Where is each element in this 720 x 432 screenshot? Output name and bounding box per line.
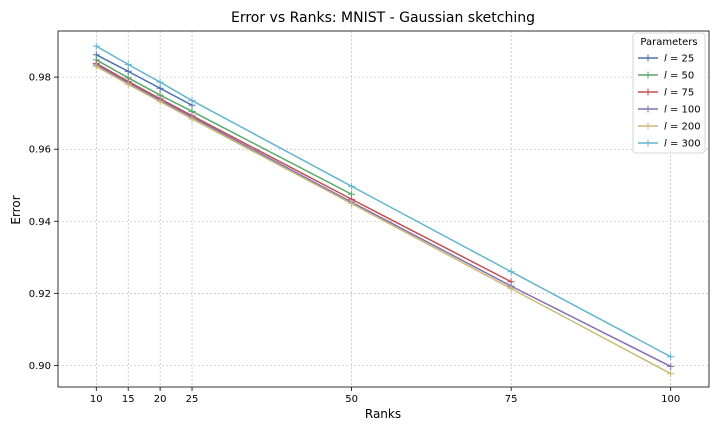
series-25: [92, 51, 196, 109]
legend: Parameters l = 25 l = 50 l = 75 l = 100 l = 2…: [632, 32, 706, 154]
y-axis-title: Error: [9, 195, 23, 224]
y-tick-label: 0.96: [29, 145, 51, 156]
series-300: [92, 42, 675, 361]
data-point: [667, 370, 675, 378]
legend-entry: l = 300: [638, 139, 701, 150]
data-point: [156, 98, 164, 106]
data-point: [92, 42, 100, 50]
data-point: [92, 62, 100, 70]
x-tick-label: 15: [122, 394, 135, 405]
legend-entry: l = 100: [638, 105, 701, 116]
legend-entry: l = 50: [638, 71, 694, 82]
x-tick-label: 75: [505, 394, 518, 405]
data-point: [124, 80, 132, 88]
data-point: [348, 200, 356, 208]
plot-frame: [57, 30, 710, 388]
series-layer: [92, 42, 675, 378]
legend-label: l = 300: [664, 139, 701, 150]
legend-title: Parameters: [640, 37, 697, 48]
legend-entry: l = 25: [638, 54, 694, 65]
data-point: [124, 67, 132, 75]
legend-label: l = 50: [664, 71, 694, 82]
x-tick-label: 25: [186, 394, 199, 405]
data-point: [507, 268, 515, 276]
x-tick-label: 10: [90, 394, 103, 405]
data-point: [156, 78, 164, 86]
data-point: [156, 84, 164, 92]
tick-labels: 10 15 20 25 50 75 100 0.90 0.92 0.94 0.96 0.98: [29, 73, 681, 405]
data-point: [124, 61, 132, 69]
data-point: [507, 285, 515, 293]
x-axis-title: Ranks: [365, 407, 401, 421]
legend-entry: l = 75: [638, 88, 694, 99]
x-tick-label: 50: [345, 394, 358, 405]
plot-area: [58, 31, 709, 387]
data-point: [188, 97, 196, 105]
legend-entry: l = 200: [638, 122, 701, 133]
legend-label: l = 75: [664, 88, 694, 99]
series-200: [92, 62, 675, 378]
series-line: [95, 54, 193, 106]
plot-background: [58, 31, 709, 387]
y-tick-label: 0.90: [29, 361, 51, 372]
data-point: [667, 362, 675, 370]
y-tick-label: 0.98: [29, 73, 51, 84]
chart-title: Error vs Ranks: MNIST - Gaussian sketchi…: [231, 10, 535, 26]
x-tick-label: 100: [661, 394, 680, 405]
data-point: [188, 115, 196, 123]
x-tick-label: 20: [154, 394, 167, 405]
legend-label: l = 100: [664, 105, 701, 116]
y-tick-label: 0.92: [29, 289, 51, 300]
legend-label: l = 25: [664, 54, 694, 65]
data-point: [348, 182, 356, 190]
y-tick-label: 0.94: [29, 217, 51, 228]
series-line: [95, 62, 512, 283]
axes: [54, 30, 710, 391]
legend-box: [632, 32, 706, 154]
data-point: [667, 353, 675, 361]
legend-label: l = 200: [664, 122, 701, 133]
